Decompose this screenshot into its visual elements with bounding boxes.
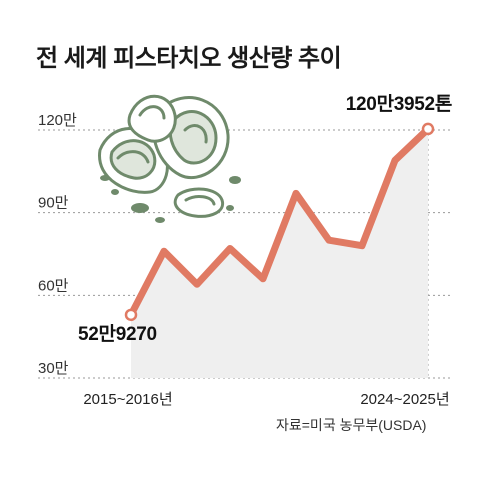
x-tick-label: 2015~2016년: [83, 391, 172, 408]
data-point: [124, 308, 138, 322]
production-line: [127, 125, 432, 319]
data-point: [421, 122, 435, 136]
y-tick-label: 60만: [38, 277, 69, 294]
x-tick-label: 2024~2025년: [360, 391, 449, 408]
area-fill: [131, 128, 428, 378]
pistachio-icon: [98, 94, 241, 223]
y-tick-label: 90만: [38, 195, 69, 212]
y-tick-label: 120만: [38, 112, 77, 129]
data-label: 120만3952톤: [346, 93, 452, 115]
data-label: 52만9270: [78, 323, 157, 345]
chart-title: 전 세계 피스타치오 생산량 추이: [36, 45, 342, 72]
source-note: 자료=미국 농무부(USDA): [276, 417, 427, 433]
y-tick-label: 30만: [38, 360, 69, 377]
